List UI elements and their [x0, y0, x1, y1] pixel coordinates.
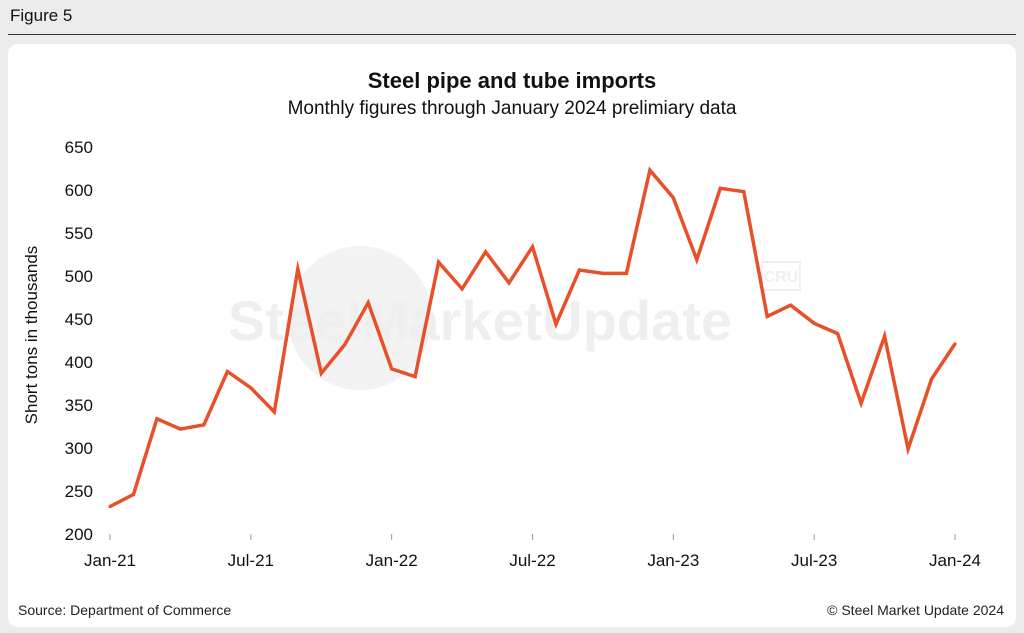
data-point: [624, 271, 628, 276]
data-point: [413, 375, 417, 379]
source-note: Source: Department of Commerce: [18, 602, 232, 618]
data-point: [155, 417, 159, 421]
data-point: [460, 287, 464, 291]
data-point: [929, 377, 934, 381]
x-tick-label: Jan-23: [647, 551, 699, 570]
data-point: [343, 343, 347, 347]
x-tick-label: Jan-22: [366, 551, 418, 570]
x-tick-label: Jan-24: [929, 551, 981, 570]
data-point: [671, 196, 675, 200]
y-tick-label: 300: [65, 439, 93, 458]
data-point: [507, 281, 511, 285]
x-tick-label: Jul-23: [791, 551, 837, 570]
data-point: [319, 371, 323, 375]
y-tick-label: 450: [65, 310, 93, 329]
data-point: [108, 504, 112, 509]
data-point: [131, 492, 136, 497]
copyright-note: © Steel Market Update 2024: [827, 602, 1004, 618]
data-point: [178, 427, 183, 431]
data-point: [859, 401, 863, 405]
x-axis: Jan-21 Jul-21 Jan-22 Jul-22 Jan-23 Jul-23 Jan-…: [84, 534, 981, 570]
y-tick-label: 200: [65, 525, 93, 544]
data-point: [953, 342, 957, 346]
data-point: [202, 423, 206, 427]
data-point: [249, 386, 253, 390]
data-point: [437, 260, 441, 264]
y-tick-label: 350: [65, 396, 93, 415]
y-tick-label: 650: [65, 138, 93, 157]
series: [108, 166, 957, 509]
data-point: [554, 322, 558, 326]
figure-label: Figure 5: [10, 6, 73, 25]
data-point: [718, 186, 722, 190]
y-axis-label: Short tons in thousands: [22, 246, 41, 425]
data-point: [225, 369, 229, 374]
y-tick-label: 550: [65, 224, 93, 243]
data-point: [882, 334, 887, 338]
y-tick-label: 600: [65, 181, 93, 200]
data-point: [695, 258, 699, 262]
chart-panel: [8, 44, 1016, 627]
data-point: [765, 314, 769, 319]
data-point: [789, 303, 793, 307]
watermark-badge: [761, 261, 801, 291]
y-tick-label: 500: [65, 267, 93, 286]
data-point: [742, 190, 746, 194]
data-point: [530, 245, 535, 249]
data-point: [296, 267, 300, 271]
data-point: [812, 321, 816, 325]
data-point: [272, 410, 276, 414]
x-tick-label: Jul-21: [228, 551, 274, 570]
y-tick-label: 400: [65, 353, 93, 372]
chart-subtitle: Monthly figures through January 2024 pre…: [287, 98, 737, 119]
y-axis: 200 250 300 350 400 450 500 550 600 650: [65, 138, 93, 544]
data-point: [648, 168, 652, 172]
y-tick-label: 250: [65, 482, 93, 501]
watermark: SteelMarketUpdate CRU: [228, 246, 801, 390]
data-point: [906, 447, 910, 451]
data-point: [601, 271, 605, 276]
data-point: [366, 301, 370, 305]
x-tick-label: Jan-21: [84, 551, 136, 570]
data-point: [836, 332, 840, 336]
data-point: [577, 268, 582, 272]
watermark-text: SteelMarketUpdate: [228, 289, 732, 352]
x-tick-label: Jul-22: [509, 551, 555, 570]
data-point: [390, 367, 394, 371]
data-point: [483, 250, 488, 254]
watermark-badge-text: CRU: [764, 269, 799, 286]
top-divider: [8, 34, 1016, 35]
chart-title: Steel pipe and tube imports: [367, 68, 657, 93]
